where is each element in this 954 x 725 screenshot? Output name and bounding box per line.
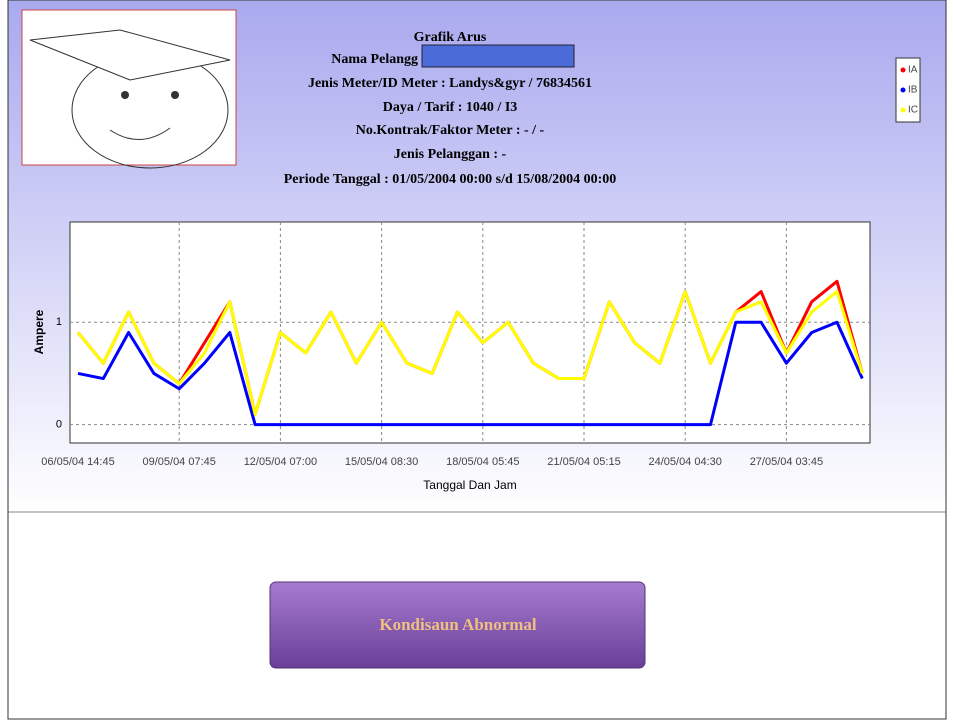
- x-tick-label: 18/05/04 05:45: [446, 456, 519, 468]
- page: Grafik Arus Nama Pelangg Jenis Meter/ID …: [0, 0, 954, 720]
- x-tick-label: 24/05/04 04:30: [648, 456, 721, 468]
- legend-swatch: [901, 88, 906, 93]
- customer-type: Jenis Pelanggan : -: [394, 147, 507, 162]
- y-tick-label: 0: [56, 418, 62, 430]
- x-tick-label: 09/05/04 07:45: [142, 456, 215, 468]
- x-tick-label: 21/05/04 05:15: [547, 456, 620, 468]
- eye: [171, 91, 179, 99]
- plot-area: [70, 222, 870, 443]
- button-label[interactable]: Kondisaun Abnormal: [379, 615, 537, 634]
- redaction: [422, 45, 574, 67]
- y-axis-title: Ampere: [32, 309, 46, 354]
- y-tick-label: 1: [56, 316, 62, 328]
- legend-label: IC: [908, 105, 918, 116]
- period: Periode Tanggal : 01/05/2004 00:00 s/d 1…: [284, 172, 617, 187]
- x-tick-label: 06/05/04 14:45: [41, 456, 114, 468]
- contract: No.Kontrak/Faktor Meter : - / -: [356, 123, 545, 138]
- legend-label: IB: [908, 85, 918, 96]
- legend-swatch: [901, 68, 906, 73]
- tariff: Daya / Tarif : 1040 / I3: [383, 100, 518, 115]
- eye: [121, 91, 129, 99]
- x-tick-label: 12/05/04 07:00: [244, 456, 317, 468]
- meter: Jenis Meter/ID Meter : Landys&gyr / 7683…: [308, 76, 592, 91]
- x-tick-label: 27/05/04 03:45: [750, 456, 823, 468]
- legend-swatch: [901, 108, 906, 113]
- logo: [22, 10, 236, 168]
- x-axis-title: Tanggal Dan Jam: [423, 478, 516, 492]
- title: Grafik Arus: [414, 30, 487, 45]
- x-tick-label: 15/05/04 08:30: [345, 456, 418, 468]
- legend-label: IA: [908, 65, 918, 76]
- customer-label: Nama Pelangg: [331, 52, 418, 67]
